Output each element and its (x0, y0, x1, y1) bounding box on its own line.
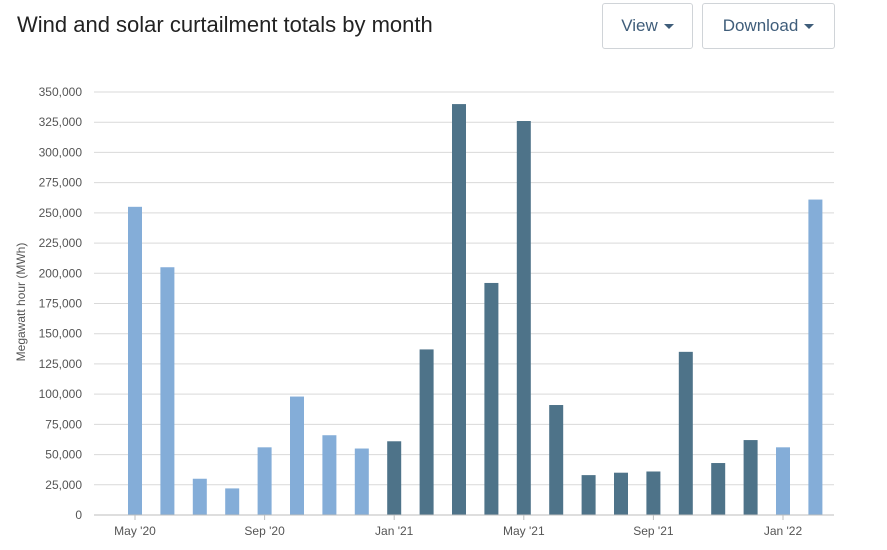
bar-2021-10[interactable] (678, 351, 693, 515)
y-tick-label: 225,000 (39, 236, 83, 250)
x-tick-label: Jan '22 (764, 524, 803, 538)
x-tick-label: Sep '21 (633, 524, 674, 538)
bar-2020-11[interactable] (322, 435, 337, 515)
x-tick-label: Jan '21 (375, 524, 414, 538)
y-tick-label: 325,000 (39, 115, 83, 129)
bar-2021-12[interactable] (743, 440, 758, 515)
y-tick-label: 125,000 (39, 357, 83, 371)
bar-2021-11[interactable] (711, 463, 726, 515)
y-tick-label: 200,000 (39, 266, 83, 280)
y-tick-label: 250,000 (39, 206, 83, 220)
bar-2020-08[interactable] (225, 488, 240, 515)
bar-2021-02[interactable] (419, 349, 434, 515)
bar-2021-09[interactable] (646, 471, 661, 515)
download-button-label: Download (722, 16, 799, 35)
download-button[interactable]: Download (702, 3, 835, 49)
y-tick-label: 300,000 (39, 145, 83, 159)
x-tick-label: May '21 (503, 524, 545, 538)
y-tick-label: 150,000 (39, 327, 83, 341)
bar-2021-08[interactable] (614, 472, 628, 515)
caret-down-icon (663, 24, 674, 29)
x-tick-label: May '20 (114, 524, 156, 538)
y-tick-label: 100,000 (39, 387, 83, 401)
y-tick-label: 175,000 (39, 297, 83, 311)
caret-down-icon (804, 24, 815, 29)
y-tick-label: 75,000 (45, 417, 82, 431)
bar-2021-04[interactable] (484, 282, 499, 515)
y-axis-label: Megawatt hour (MWh) (14, 243, 28, 362)
y-tick-label: 50,000 (45, 448, 82, 462)
bar-2020-07[interactable] (192, 478, 207, 515)
view-button[interactable]: View (602, 3, 693, 49)
bar-2020-12[interactable] (354, 448, 369, 515)
y-tick-label: 25,000 (45, 478, 82, 492)
bar-2021-06[interactable] (549, 405, 564, 515)
bar-2021-07[interactable] (581, 475, 596, 515)
bar-2020-09[interactable] (257, 447, 272, 515)
y-tick-label: 350,000 (39, 85, 83, 99)
bar-2021-01[interactable] (387, 441, 402, 515)
bar-2022-02[interactable] (808, 199, 823, 515)
bar-2021-05[interactable] (516, 121, 531, 516)
x-tick-label: Sep '20 (244, 524, 285, 538)
bar-2020-06[interactable] (160, 267, 175, 515)
view-button-label: View (621, 16, 658, 35)
x-axis-ticks: May '20 Sep '20 Jan '21 May '21 Sep '21 Jan '… (114, 515, 802, 538)
bar-2020-05[interactable] (128, 206, 142, 516)
bars (128, 104, 823, 516)
bar-2021-03[interactable] (452, 104, 466, 515)
y-tick-label: 0 (75, 508, 82, 522)
bar-2022-01[interactable] (776, 447, 790, 515)
y-axis-ticks: 0 25,000 50,000 75,000 100,000 125,000 150,000… (39, 85, 83, 522)
chart-title: Wind and solar curtailment totals by mon… (17, 12, 433, 37)
y-tick-label: 275,000 (39, 176, 83, 190)
bar-2020-10[interactable] (290, 396, 304, 515)
